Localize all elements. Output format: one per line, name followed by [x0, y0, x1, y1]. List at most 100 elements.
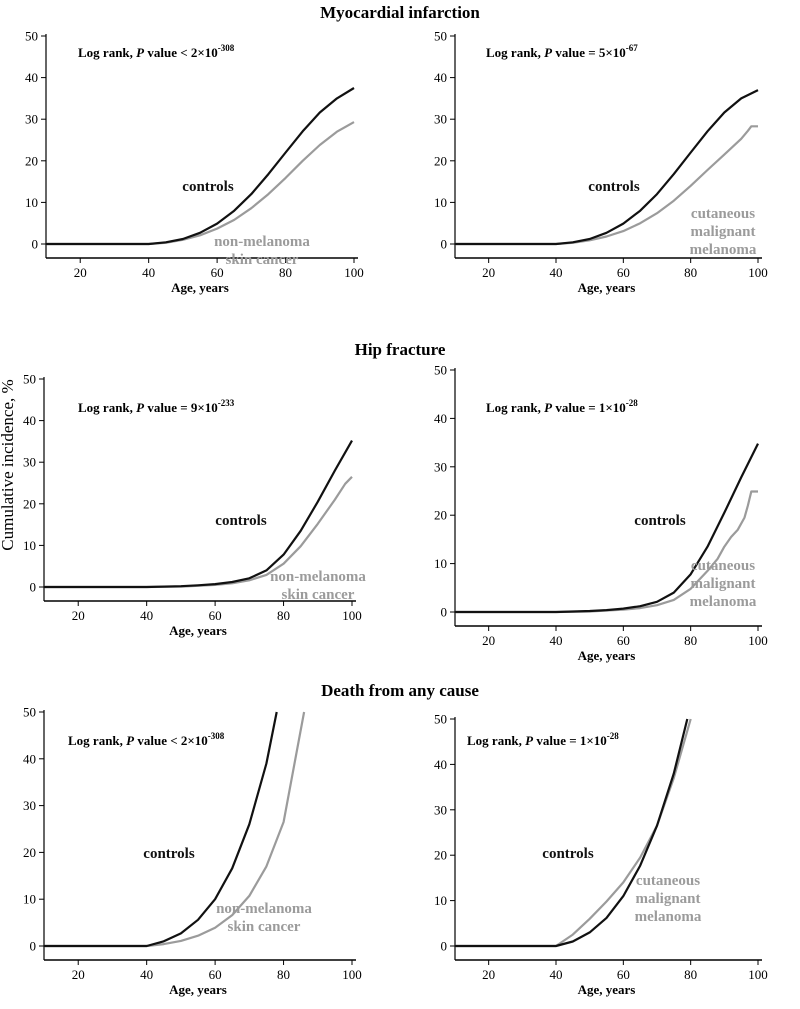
x-tick-label: 40 [550, 265, 563, 280]
y-tick-label: 20 [434, 848, 447, 863]
y-tick-label: 10 [25, 195, 38, 210]
y-tick-label: 0 [441, 605, 448, 620]
x-tick-label: 40 [140, 967, 153, 982]
y-tick-label: 30 [434, 112, 447, 127]
x-tick-label: 40 [140, 608, 153, 623]
y-tick-label: 30 [23, 798, 36, 813]
y-tick-label: 30 [434, 459, 447, 474]
x-tick-label: 80 [277, 608, 290, 623]
x-tick-label: 100 [748, 633, 768, 648]
y-tick-label: 40 [25, 70, 38, 85]
y-tick-label: 30 [434, 802, 447, 817]
y-tick-label: 10 [434, 195, 447, 210]
series-line-controls [44, 440, 353, 589]
curve-label-cutaneous-malignant-melanoma: cutaneous malignant melanoma [690, 206, 757, 258]
x-axis-label: Age, years [578, 280, 636, 295]
p-value-annotation: Log rank, P value = 1×10-28 [467, 731, 619, 748]
series-line-controls [46, 87, 355, 246]
x-tick-label: 40 [550, 967, 563, 982]
x-tick-label: 60 [209, 967, 222, 982]
curve-label-non-melanoma-skin-cancer: non-melanoma skin cancer [214, 234, 310, 268]
curve-label-non-melanoma-skin-cancer: non-melanoma skin cancer [216, 901, 312, 935]
p-value-annotation: Log rank, P value = 1×10-28 [486, 398, 638, 415]
x-tick-label: 20 [74, 265, 87, 280]
x-tick-label: 60 [617, 265, 630, 280]
curve-label-cutaneous-malignant-melanoma: cutaneous malignant melanoma [690, 558, 757, 610]
chart-panel-1: 0 10 20 30 40 50 20 40 60 80 100 Age, years Log rank… [25, 29, 364, 296]
y-tick-label: 40 [434, 757, 447, 772]
curve-label-controls: controls [542, 846, 594, 862]
x-tick-label: 80 [684, 265, 697, 280]
y-tick-label: 50 [434, 712, 447, 727]
row-title-death-any-cause: Death from any cause [321, 681, 479, 700]
x-tick-label: 100 [748, 265, 768, 280]
chart-panel-4: 0 10 20 30 40 50 20 40 60 80 100 Age, years Log rank… [434, 363, 768, 664]
curve-label-controls: controls [634, 513, 686, 529]
y-tick-label: 0 [30, 580, 37, 595]
curve-label-controls: controls [182, 179, 234, 195]
x-tick-label: 60 [617, 967, 630, 982]
series-line-controls [455, 443, 759, 614]
x-axis-label: Age, years [169, 623, 227, 638]
y-tick-label: 0 [441, 237, 448, 252]
chart-panel-3: 0 10 20 30 40 50 20 40 60 80 100 Age, years Log rank… [23, 372, 366, 639]
y-tick-label: 20 [25, 153, 38, 168]
y-tick-label: 40 [434, 411, 447, 426]
x-tick-label: 20 [482, 967, 495, 982]
x-tick-label: 60 [209, 608, 222, 623]
y-tick-label: 30 [25, 112, 38, 127]
y-tick-label: 0 [30, 939, 37, 954]
y-tick-label: 30 [23, 455, 36, 470]
x-tick-label: 100 [342, 967, 362, 982]
y-tick-label: 10 [23, 892, 36, 907]
x-tick-label: 100 [748, 967, 768, 982]
y-tick-label: 40 [23, 413, 36, 428]
x-tick-label: 60 [211, 265, 224, 280]
x-axis-label: Age, years [578, 982, 636, 997]
chart-panel-6: 0 10 20 30 40 50 20 40 60 80 100 Age, years Log rank… [434, 712, 768, 998]
x-tick-label: 60 [617, 633, 630, 648]
y-tick-label: 50 [434, 29, 447, 44]
x-tick-label: 100 [344, 265, 364, 280]
curve-label-non-melanoma-skin-cancer: non-melanoma skin cancer [270, 569, 366, 603]
x-tick-label: 40 [550, 633, 563, 648]
y-tick-label: 50 [23, 372, 36, 387]
curve-label-controls: controls [588, 179, 640, 195]
curve-label-controls: controls [143, 846, 195, 862]
series-line-controls [455, 89, 759, 246]
y-tick-label: 10 [23, 538, 36, 553]
y-tick-label: 20 [434, 153, 447, 168]
x-tick-label: 40 [142, 265, 155, 280]
series-line-controls [455, 718, 689, 948]
series-line-controls [44, 711, 278, 948]
x-tick-label: 80 [684, 967, 697, 982]
x-tick-label: 80 [684, 633, 697, 648]
x-tick-label: 20 [482, 265, 495, 280]
x-axis-label: Age, years [171, 280, 229, 295]
series-line-non-melanoma-skin-cancer [44, 711, 306, 948]
y-tick-label: 20 [23, 496, 36, 511]
chart-panel-2: 0 10 20 30 40 50 20 40 60 80 100 Age, years Log rank… [434, 29, 768, 296]
y-tick-label: 40 [23, 751, 36, 766]
y-tick-label: 0 [32, 237, 39, 252]
curve-label-controls: controls [215, 513, 267, 529]
p-value-annotation: Log rank, P value < 2×10-308 [68, 731, 225, 748]
p-value-annotation: Log rank, P value = 9×10-233 [78, 398, 235, 415]
y-tick-label: 0 [441, 939, 448, 954]
y-tick-label: 20 [434, 508, 447, 523]
p-value-annotation: Log rank, P value = 5×10-67 [486, 43, 638, 60]
y-tick-label: 50 [25, 29, 38, 44]
row-title-myocardial-infarction: Myocardial infarction [320, 3, 480, 22]
x-tick-label: 80 [277, 967, 290, 982]
y-tick-label: 10 [434, 893, 447, 908]
x-tick-label: 100 [342, 608, 362, 623]
x-tick-label: 20 [482, 633, 495, 648]
curve-label-cutaneous-malignant-melanoma: cutaneous malignant melanoma [635, 873, 702, 925]
x-axis-label: Age, years [578, 648, 636, 663]
chart-panel-5: 0 10 20 30 40 50 20 40 60 80 100 Age, years Log rank… [23, 705, 362, 998]
x-axis-label: Age, years [169, 982, 227, 997]
x-tick-label: 20 [72, 967, 85, 982]
x-tick-label: 80 [279, 265, 292, 280]
y-tick-label: 40 [434, 70, 447, 85]
y-tick-label: 50 [23, 705, 36, 720]
